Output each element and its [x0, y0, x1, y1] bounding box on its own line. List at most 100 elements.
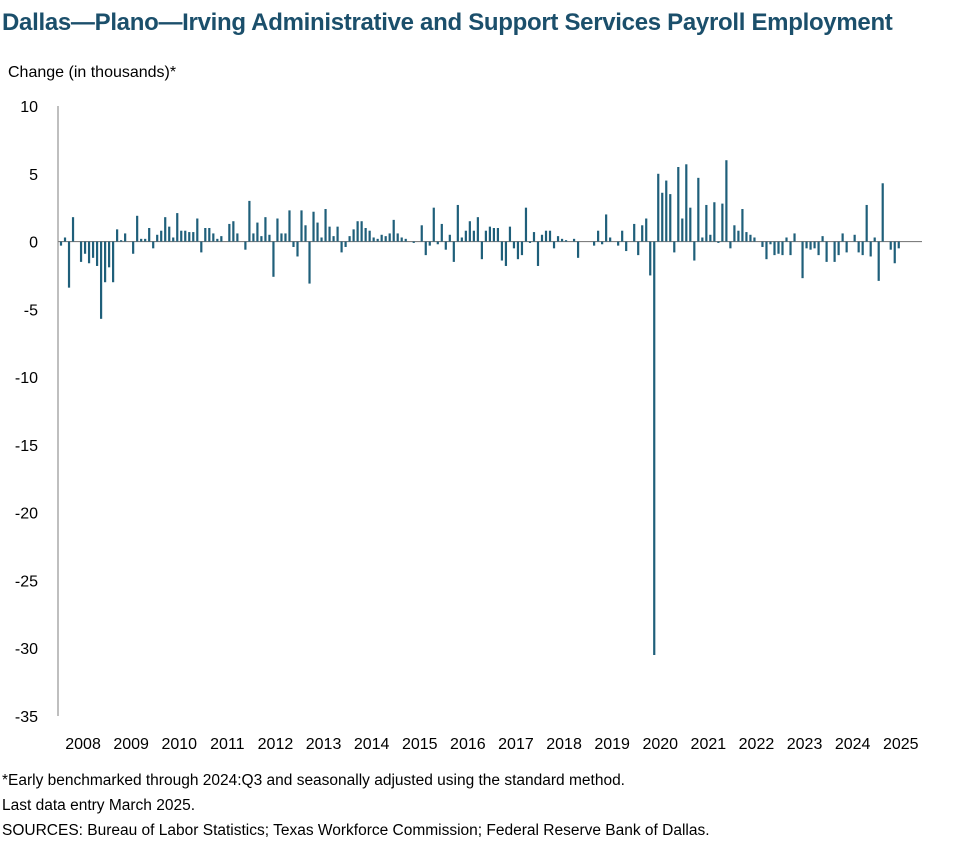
bar: [560, 238, 564, 242]
x-tick-label: 2019: [594, 736, 630, 753]
bar: [609, 237, 612, 242]
bar: [508, 226, 512, 242]
bar: [805, 241, 808, 249]
y-tick-label: 5: [29, 167, 38, 184]
bar-series: [59, 160, 900, 655]
bar: [597, 230, 600, 242]
x-tick-label: 2021: [691, 736, 727, 753]
chart-title: Dallas—Plano—Irving Administrative and S…: [2, 9, 893, 36]
bar: [865, 204, 868, 242]
sources: SOURCES: Bureau of Labor Statistics; Tex…: [2, 822, 710, 839]
bar: [500, 241, 504, 261]
bar: [360, 221, 363, 242]
bar: [71, 217, 75, 242]
bar: [701, 237, 704, 242]
bar: [705, 204, 708, 242]
bar: [156, 234, 159, 242]
bar: [773, 241, 776, 256]
y-tick-label: -35: [15, 709, 38, 726]
bar: [172, 237, 175, 242]
bar: [893, 241, 896, 264]
bar: [212, 233, 215, 242]
bar: [681, 218, 684, 242]
bar: [777, 241, 780, 254]
x-tick-label: 2022: [739, 736, 775, 753]
bar: [649, 241, 652, 276]
bar: [232, 221, 235, 242]
bar: [841, 233, 844, 242]
bar: [116, 229, 119, 242]
x-tick-label: 2014: [354, 736, 390, 753]
bar: [653, 241, 656, 655]
bar: [428, 241, 431, 246]
bar: [220, 236, 223, 242]
bar: [781, 241, 784, 256]
bar: [412, 241, 415, 243]
bar: [372, 237, 375, 242]
bar: [396, 233, 399, 242]
bar: [709, 234, 712, 242]
bar: [601, 241, 604, 245]
bar: [785, 237, 788, 242]
bar: [745, 232, 748, 242]
y-axis-label: Change (in thousands)*: [8, 64, 177, 81]
bar: [384, 236, 387, 242]
bar: [348, 236, 351, 242]
y-tick-label: 10: [20, 99, 38, 116]
bar: [761, 241, 764, 247]
bar: [552, 241, 556, 249]
bar: [184, 230, 187, 242]
bar: [252, 233, 255, 242]
bar-chart: 10 5 0 -5 -10 -15 -20 -25 -30 -35 2008 2009 2010 201…: [15, 99, 922, 753]
bar: [164, 217, 167, 242]
x-tick-label: 2013: [306, 736, 342, 753]
bar: [869, 241, 872, 257]
bar: [200, 241, 203, 253]
bar: [444, 241, 447, 250]
bar: [95, 241, 99, 266]
bar: [669, 194, 672, 242]
bar: [272, 241, 275, 277]
bar: [641, 225, 644, 242]
bar: [717, 241, 720, 243]
bar: [196, 218, 199, 242]
bar: [520, 241, 524, 256]
bar: [605, 214, 608, 242]
bar: [260, 236, 263, 242]
x-tick-label: 2017: [498, 736, 534, 753]
bar: [889, 241, 892, 250]
footnote: *Early benchmarked through 2024:Q3 and s…: [2, 772, 625, 789]
bar: [432, 207, 435, 242]
bar: [304, 225, 307, 242]
bar: [284, 233, 287, 242]
bar: [484, 230, 487, 242]
bar: [524, 207, 528, 242]
bar: [496, 228, 500, 242]
bar: [897, 241, 900, 249]
bar: [793, 233, 796, 242]
bar: [809, 241, 812, 250]
y-axis: 10 5 0 -5 -10 -15 -20 -25 -30 -35: [15, 99, 59, 726]
bar: [721, 203, 724, 242]
bar: [344, 241, 347, 247]
bar: [673, 241, 676, 253]
bar: [440, 223, 443, 242]
x-tick-label: 2025: [883, 736, 919, 753]
bar: [733, 225, 736, 242]
bar: [476, 217, 479, 242]
bar: [881, 183, 884, 242]
bar: [576, 241, 580, 258]
y-tick-label: 0: [29, 235, 38, 252]
bar: [693, 241, 696, 261]
bar: [152, 241, 155, 249]
x-tick-label: 2008: [65, 736, 101, 753]
bar: [332, 236, 335, 242]
bar: [160, 230, 163, 242]
bar: [544, 230, 548, 242]
bar: [468, 221, 471, 242]
bar: [144, 238, 147, 242]
bar: [188, 232, 191, 242]
bar: [857, 241, 860, 253]
bar: [741, 209, 744, 242]
bar: [324, 209, 327, 242]
